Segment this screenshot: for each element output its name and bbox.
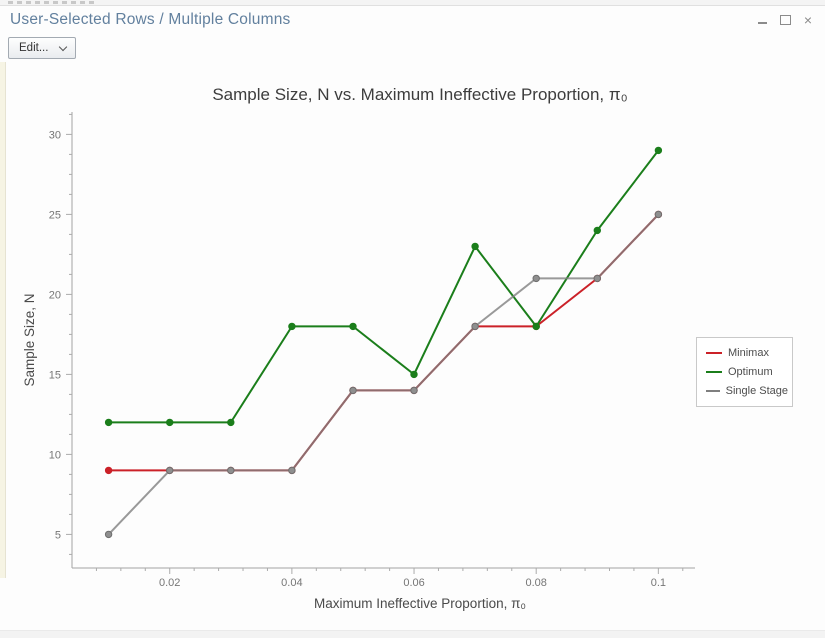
- edit-button-label: Edit...: [19, 42, 49, 54]
- clipped-text-remnant: [8, 1, 94, 4]
- data-point-optimum: [349, 322, 357, 331]
- data-point-optimum: [532, 322, 540, 331]
- legend-item-single-stage: Single Stage: [706, 385, 788, 397]
- data-point-optimum: [654, 146, 663, 155]
- y-tick-label: 25: [49, 209, 61, 221]
- data-point-minimax: [104, 466, 113, 475]
- series-line-minimax: [107, 213, 660, 472]
- legend-swatch-single-stage: [706, 390, 720, 392]
- data-point-optimum: [166, 418, 174, 427]
- legend-item-optimum: Optimum: [706, 366, 788, 378]
- y-tick-label: 10: [49, 449, 61, 461]
- data-point-single-stage: [227, 466, 235, 475]
- y-tick-label: 20: [49, 289, 61, 301]
- x-tick-label: 0.06: [403, 577, 424, 589]
- toolbar: Edit...: [8, 37, 77, 59]
- data-point-optimum: [288, 322, 296, 331]
- legend-swatch-minimax: [706, 352, 722, 354]
- data-point-single-stage: [349, 386, 357, 395]
- edit-dropdown-button[interactable]: Edit...: [8, 37, 77, 59]
- data-point-optimum: [227, 418, 235, 427]
- x-tick-label: 0.08: [525, 577, 546, 589]
- data-point-single-stage: [593, 274, 601, 283]
- chart-legend: Minimax Optimum Single Stage: [696, 337, 793, 407]
- data-point-single-stage: [166, 466, 174, 475]
- y-tick-label: 30: [49, 129, 61, 141]
- legend-label-single-stage: Single Stage: [725, 385, 788, 397]
- legend-label-optimum: Optimum: [728, 366, 773, 378]
- window-title: User-Selected Rows / Multiple Columns: [10, 11, 291, 28]
- data-point-single-stage: [288, 466, 296, 475]
- data-point-single-stage: [654, 210, 663, 219]
- maximize-button[interactable]: [778, 13, 792, 27]
- data-point-single-stage: [471, 322, 479, 331]
- maximize-icon: [779, 15, 791, 25]
- x-tick-label: 0.1: [651, 577, 666, 589]
- window-controls: ×: [755, 13, 815, 27]
- minimize-icon: [757, 22, 767, 24]
- minimize-button[interactable]: [755, 13, 769, 27]
- clipped-ui-below: [0, 630, 825, 638]
- x-tick-label: 0.04: [281, 577, 302, 589]
- x-axis-label: Maximum Ineffective Proportion, π₀: [314, 596, 526, 611]
- data-point-single-stage: [104, 530, 113, 539]
- close-button[interactable]: ×: [801, 13, 815, 27]
- legend-swatch-optimum: [706, 371, 722, 373]
- data-point-single-stage: [410, 386, 418, 395]
- data-point-optimum: [104, 418, 113, 427]
- data-point-optimum: [471, 242, 479, 251]
- clipped-ui-above: [0, 0, 825, 6]
- close-icon: ×: [803, 12, 813, 28]
- data-point-single-stage: [532, 274, 540, 283]
- data-point-optimum: [410, 370, 418, 379]
- series-line-optimum: [107, 149, 660, 424]
- y-tick-label: 5: [55, 529, 61, 541]
- y-tick-label: 15: [49, 369, 61, 381]
- titlebar: User-Selected Rows / Multiple Columns ×: [0, 6, 825, 34]
- legend-item-minimax: Minimax: [706, 347, 788, 359]
- legend-label-minimax: Minimax: [728, 347, 769, 359]
- background-window-edge: [0, 62, 6, 578]
- y-axis-label: Sample Size, N: [22, 293, 37, 386]
- data-point-optimum: [593, 226, 601, 235]
- chart-title: Sample Size, N vs. Maximum Ineffective P…: [212, 85, 627, 104]
- series-line-single-stage: [107, 213, 660, 536]
- x-tick-label: 0.02: [159, 577, 180, 589]
